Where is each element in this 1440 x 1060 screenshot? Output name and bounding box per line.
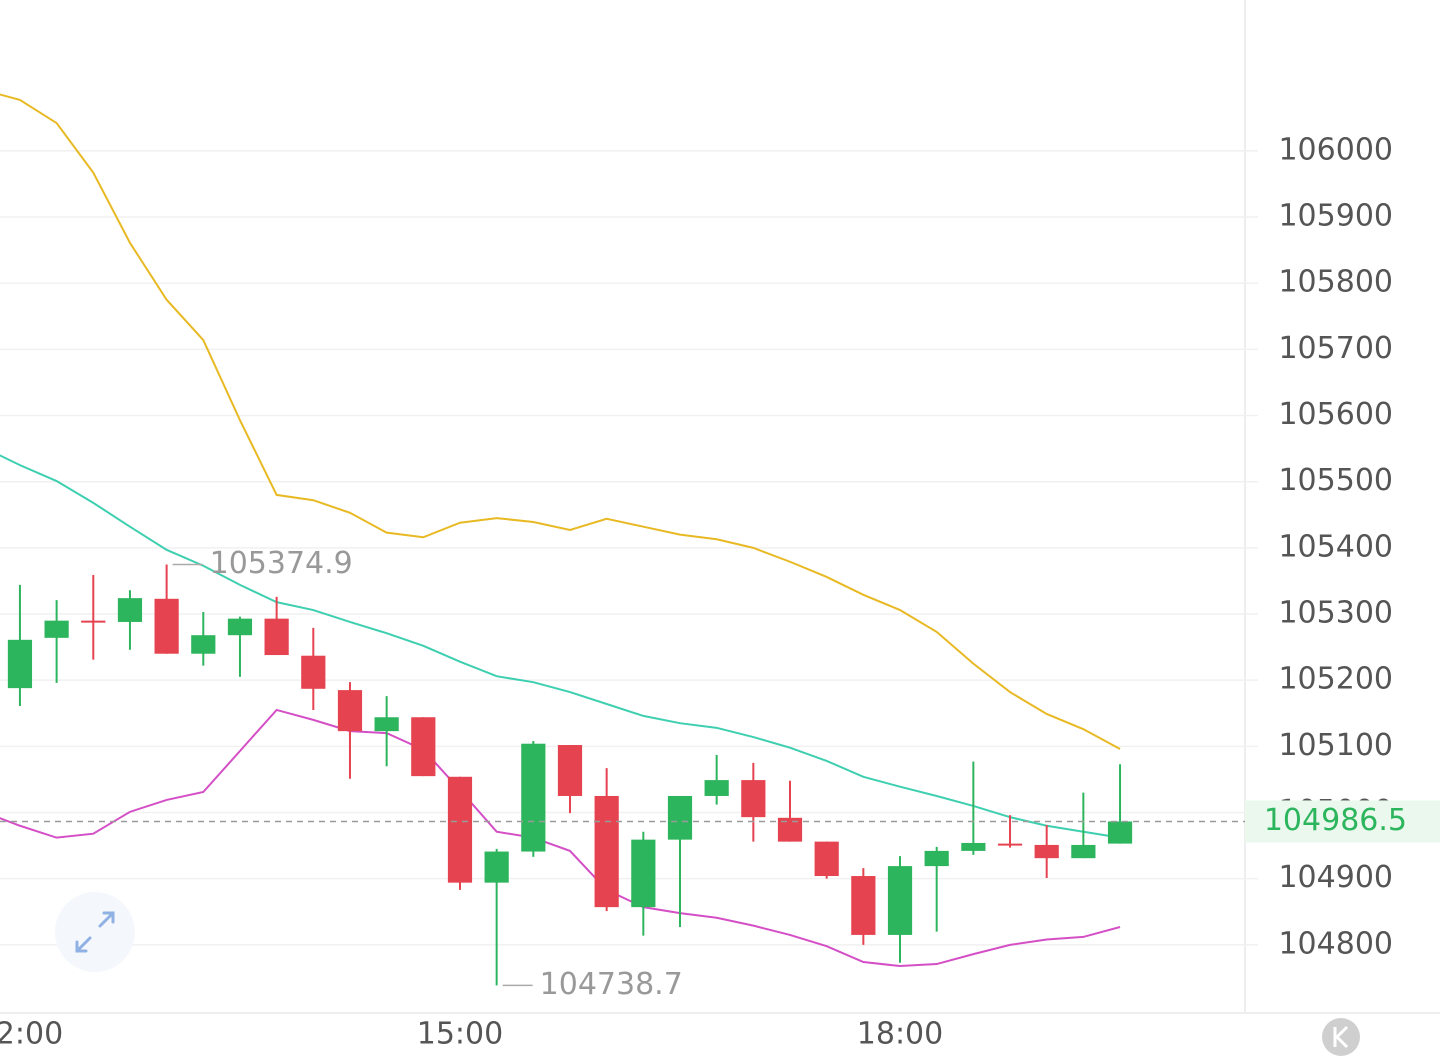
- candle-body: [521, 743, 546, 852]
- candle-body: [227, 618, 253, 636]
- k-button[interactable]: [1322, 1018, 1360, 1056]
- candle-body: [81, 620, 106, 623]
- candle-body: [741, 780, 766, 818]
- y-tick-label: 105700: [1278, 331, 1393, 366]
- candle-body: [264, 618, 289, 656]
- extreme-label: 105374.9: [210, 546, 353, 581]
- candle-body: [191, 635, 216, 654]
- candle-body: [814, 841, 839, 877]
- candle-body: [447, 776, 473, 883]
- candle-body: [997, 843, 1023, 846]
- candle-body: [961, 842, 986, 851]
- y-tick-label: 105500: [1278, 463, 1393, 498]
- indicator-line: [0, 708, 1121, 968]
- grid: [0, 150, 1258, 946]
- y-tick-label: 105100: [1278, 728, 1393, 763]
- y-tick-label: 105800: [1278, 265, 1393, 300]
- candle-body: [777, 817, 803, 842]
- candle-body: [1071, 844, 1096, 859]
- y-tick-label: 105900: [1278, 199, 1393, 234]
- y-tick-label: 105600: [1278, 397, 1393, 432]
- indicator-line: [0, 93, 1121, 750]
- candle-body: [557, 745, 583, 796]
- x-tick-label: 18:00: [857, 1017, 943, 1052]
- y-tick-label: 104900: [1278, 860, 1393, 895]
- candle-body: [301, 655, 326, 689]
- candle-body: [1107, 821, 1133, 844]
- expand-button[interactable]: [55, 892, 135, 972]
- candle-body: [924, 850, 949, 867]
- candle-body: [704, 780, 729, 796]
- candle-body: [851, 876, 876, 935]
- candle-body: [337, 690, 363, 732]
- candle-body: [117, 598, 143, 622]
- plot-area: [0, 93, 1133, 986]
- y-tick-label: 104800: [1278, 926, 1393, 961]
- indicator-line: [0, 454, 1121, 839]
- candle-body: [1034, 844, 1059, 859]
- candle-body: [484, 851, 509, 883]
- candle-body: [7, 639, 33, 689]
- x-tick-label: 15:00: [417, 1017, 503, 1052]
- y-tick-label: 105400: [1278, 529, 1393, 564]
- labels: 1048001049001050001051001052001053001054…: [0, 132, 1440, 1052]
- y-tick-label: 106000: [1278, 132, 1393, 167]
- candle-body: [887, 866, 913, 935]
- last-price-badge: [1245, 800, 1440, 843]
- last-price-label: 104986.5: [1264, 803, 1407, 838]
- extreme-label: 104738.7: [540, 967, 683, 1002]
- candle-body: [154, 598, 179, 654]
- candle-body: [44, 620, 69, 638]
- candle-body: [411, 717, 436, 777]
- y-tick-label: 105300: [1278, 596, 1393, 631]
- x-tick-label: 12:00: [0, 1017, 63, 1052]
- candle-body: [374, 717, 399, 732]
- candle-body: [667, 795, 693, 840]
- candle-body: [631, 839, 656, 908]
- candle-body: [594, 795, 619, 908]
- y-tick-label: 105200: [1278, 662, 1393, 697]
